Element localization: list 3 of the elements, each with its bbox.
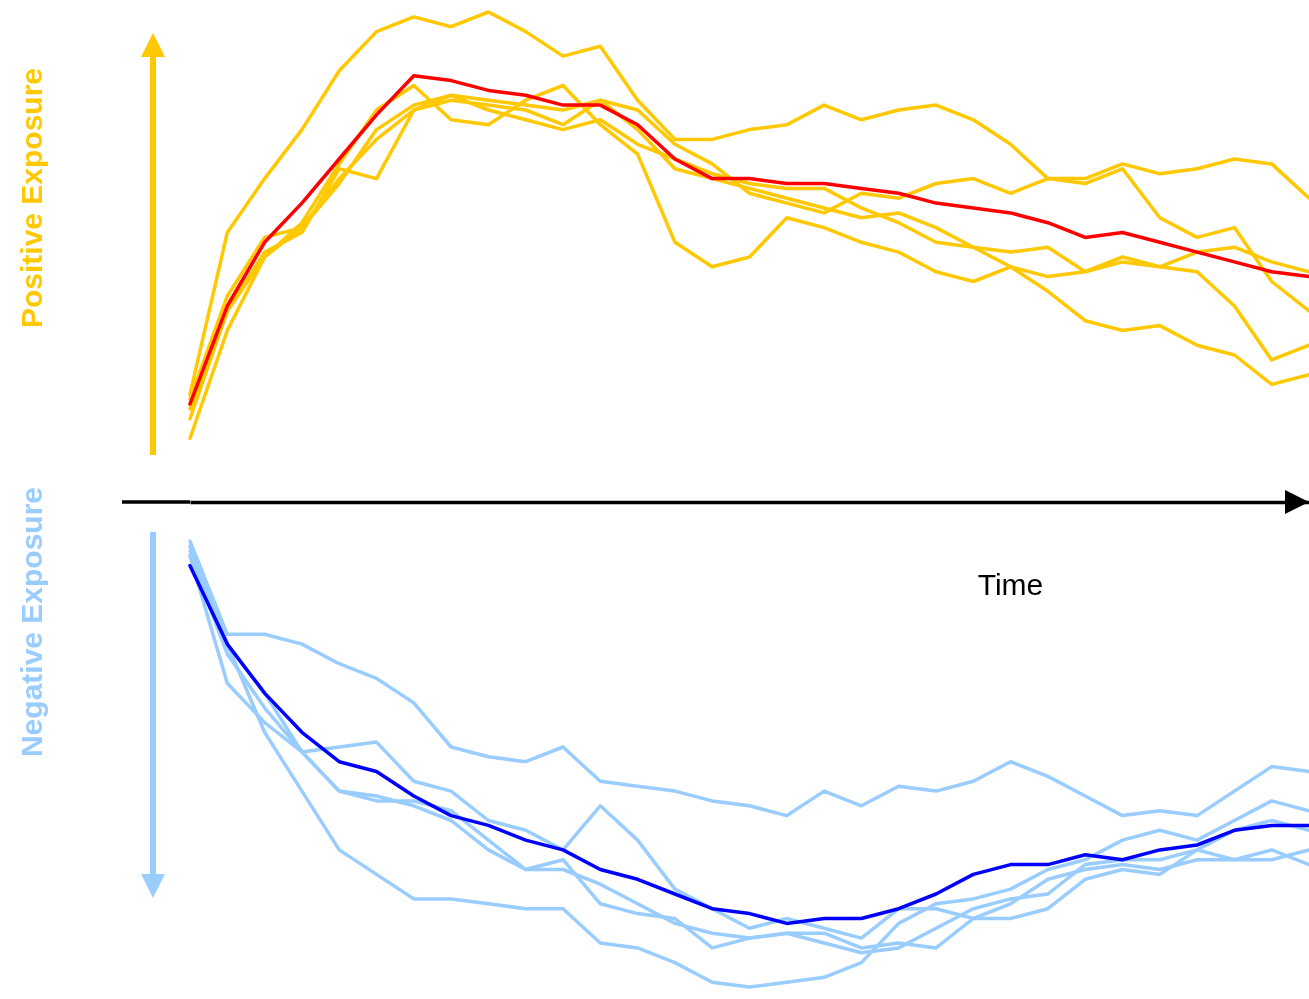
text: Positive Exposure bbox=[15, 67, 48, 329]
text: Negative Exposure bbox=[15, 486, 48, 758]
x-axis-title: Time bbox=[977, 567, 1044, 601]
